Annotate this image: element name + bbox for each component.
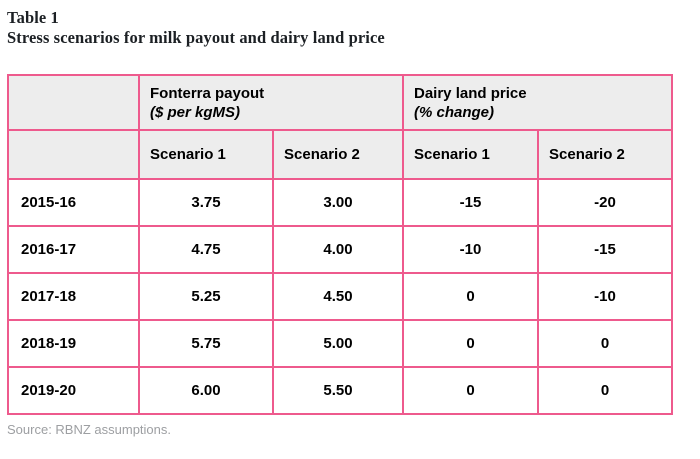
corner-cell-top: [7, 74, 140, 131]
source-note: Source: RBNZ assumptions.: [7, 422, 172, 437]
group-unit: ($ per kgMS): [150, 103, 241, 121]
table-row: 2018-19 5.75 5.00 0 0: [7, 319, 674, 368]
cell-value: -10: [402, 225, 539, 274]
stress-scenarios-table: Fonterra payout ($ per kgMS) Dairy land …: [7, 74, 674, 415]
row-year: 2016-17: [7, 225, 140, 274]
row-year: 2015-16: [7, 178, 140, 227]
cell-value: 5.25: [138, 272, 274, 321]
row-year: 2017-18: [7, 272, 140, 321]
row-year: 2018-19: [7, 319, 140, 368]
cell-value: 0: [402, 272, 539, 321]
cell-value: 3.00: [272, 178, 404, 227]
cell-value: -20: [536, 178, 674, 227]
cell-value: 0: [402, 319, 539, 368]
group-header-dairy-land-price: Dairy land price (% change): [401, 74, 674, 131]
group-label: Fonterra payout: [150, 84, 265, 102]
table-row: 2015-16 3.75 3.00 -15 -20: [7, 178, 674, 227]
table-row: 2019-20 6.00 5.50 0 0: [7, 366, 674, 415]
row-year: 2019-20: [7, 366, 140, 415]
table-caption-number: Table 1: [7, 8, 59, 27]
cell-value: -10: [536, 272, 674, 321]
group-header-fonterra-payout: Fonterra payout ($ per kgMS): [138, 74, 404, 131]
scenario-header-dairy-2: Scenario 2: [536, 129, 674, 180]
group-label: Dairy land price: [414, 84, 527, 102]
table-row: 2017-18 5.25 4.50 0 -10: [7, 272, 674, 321]
cell-value: 0: [536, 366, 674, 415]
group-unit: (% change): [414, 103, 495, 121]
cell-value: 4.50: [272, 272, 404, 321]
corner-cell-bottom: [7, 129, 140, 180]
cell-value: 5.00: [272, 319, 404, 368]
cell-value: 5.75: [138, 319, 274, 368]
cell-value: 5.50: [272, 366, 404, 415]
table-row: 2016-17 4.75 4.00 -10 -15: [7, 225, 674, 274]
cell-value: 4.75: [138, 225, 274, 274]
header-group-row: Fonterra payout ($ per kgMS) Dairy land …: [7, 74, 674, 131]
scenario-header-fonterra-1: Scenario 1: [138, 129, 274, 180]
cell-value: 6.00: [138, 366, 274, 415]
cell-value: 3.75: [138, 178, 274, 227]
scenario-header-dairy-1: Scenario 1: [402, 129, 539, 180]
scenario-header-fonterra-2: Scenario 2: [272, 129, 404, 180]
cell-value: 0: [536, 319, 674, 368]
cell-value: 0: [402, 366, 539, 415]
table-caption-title: Stress scenarios for milk payout and dai…: [7, 28, 385, 47]
header-scenario-row: Scenario 1 Scenario 2 Scenario 1 Scenari…: [7, 129, 674, 180]
table-caption: Table 1 Stress scenarios for milk payout…: [7, 8, 700, 48]
cell-value: -15: [402, 178, 539, 227]
cell-value: -15: [536, 225, 674, 274]
cell-value: 4.00: [272, 225, 404, 274]
